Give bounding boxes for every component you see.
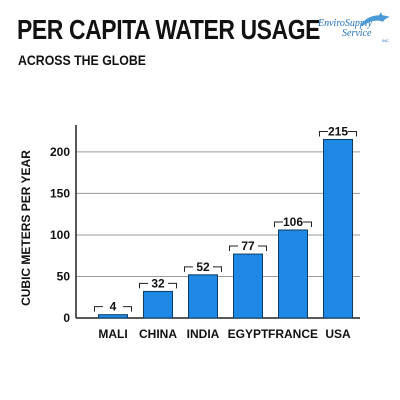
bracket-right <box>168 282 177 289</box>
logo-text-line3: INC <box>382 38 389 43</box>
company-logo: EnviroSupply Service INC <box>318 12 390 46</box>
data-label: 215 <box>328 124 348 138</box>
x-tick-label: EGYPT <box>228 327 269 341</box>
logo-text-line2: Service <box>342 28 372 39</box>
bracket-right <box>123 306 132 312</box>
y-tick-label: 200 <box>50 145 70 159</box>
bar <box>278 229 308 319</box>
bracket-left <box>229 245 238 252</box>
y-tick-label: 0 <box>63 311 70 325</box>
dolphin-icon <box>360 12 390 26</box>
bar <box>188 274 218 319</box>
data-label: 4 <box>110 300 117 314</box>
bracket-right <box>258 245 267 252</box>
x-tick-label: INDIA <box>187 327 220 341</box>
chart-subtitle: ACROSS THE GLOBE <box>18 52 147 68</box>
bracket-left <box>184 266 193 272</box>
data-label: 77 <box>241 239 255 253</box>
bar <box>233 253 263 319</box>
x-tick-label: CHINA <box>139 327 177 341</box>
data-label: 32 <box>151 276 165 290</box>
data-label: 106 <box>283 215 303 229</box>
bar <box>98 314 128 319</box>
x-tick-label: USA <box>325 327 351 341</box>
bracket-right <box>303 221 312 227</box>
bracket-right <box>348 130 357 137</box>
bracket-left <box>94 306 103 312</box>
x-tick-label: MALI <box>98 327 127 341</box>
logo-text-line1: EnviroSupply <box>318 18 373 29</box>
bar <box>143 290 173 319</box>
bracket-left <box>274 221 283 227</box>
bracket-left <box>139 282 148 289</box>
chart-title: PER CAPITA WATER USAGE <box>17 14 321 45</box>
y-tick-label: 50 <box>57 269 71 283</box>
x-tick-label: FRANCE <box>268 327 318 341</box>
bracket-right <box>213 266 222 272</box>
bracket-left <box>319 130 328 137</box>
y-tick-label: 100 <box>50 228 70 242</box>
data-label: 52 <box>196 260 210 274</box>
bar <box>323 138 353 319</box>
y-tick-label: 150 <box>50 186 70 200</box>
